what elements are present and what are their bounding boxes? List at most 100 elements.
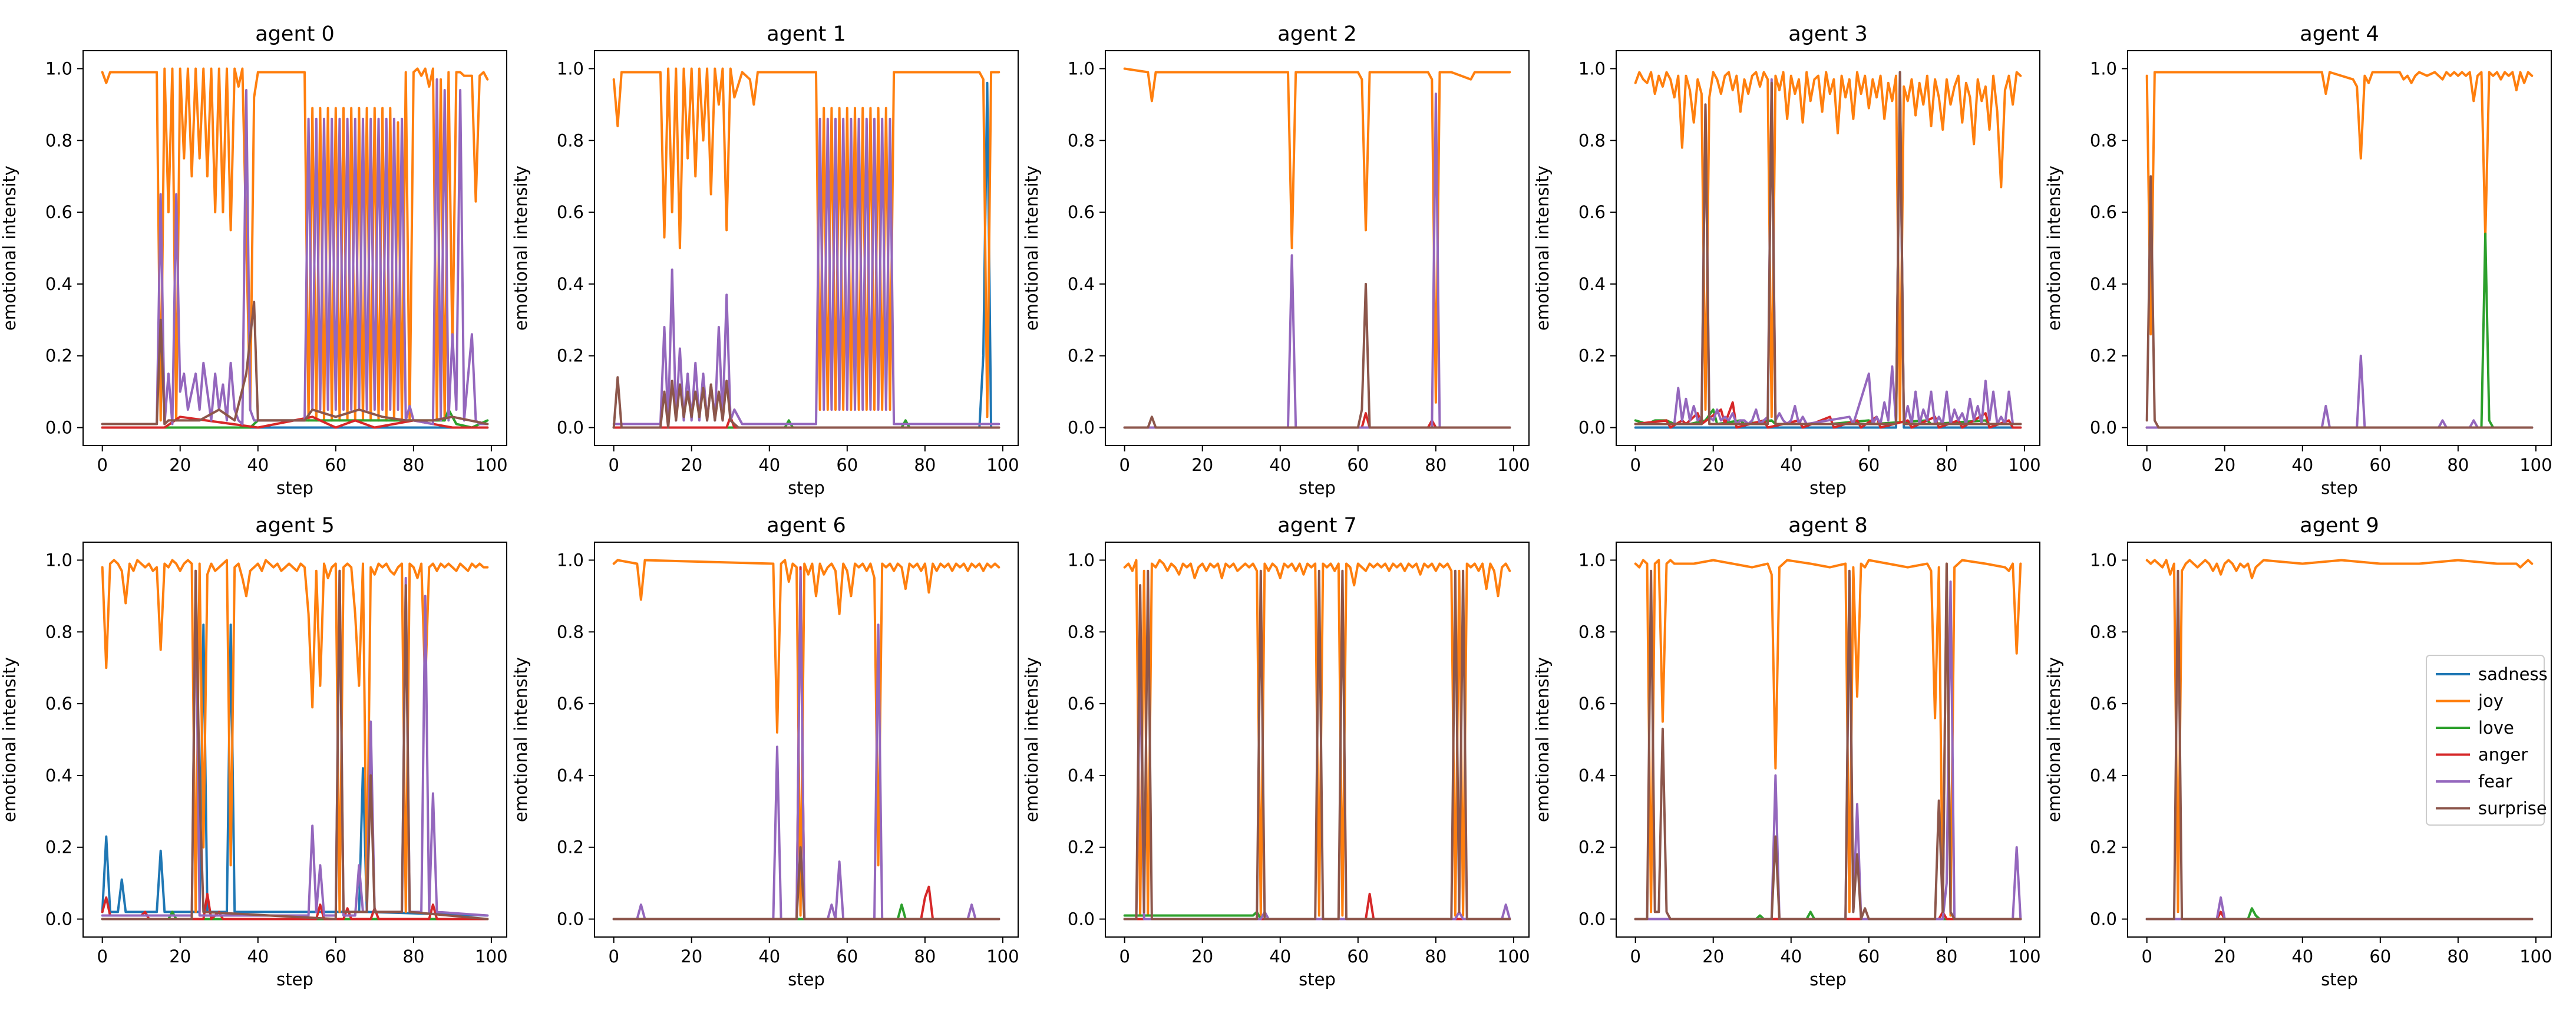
x-tick-label: 100 [986,455,1019,475]
y-axis-label: emotional intensity [511,166,531,331]
y-tick-label: 1.0 [557,58,584,78]
y-tick-label: 0.2 [1578,346,1606,366]
y-tick-label: 0.4 [1068,766,1095,786]
x-axis-label: step [788,969,825,989]
y-tick-label: 0.0 [2090,909,2117,929]
chart-panel-6: 0 20 40 60 80 100 0.0 0.2 0.4 0.6 0.8 1.0 agent 6 ste… [511,514,1019,989]
x-tick-label: 20 [681,946,702,966]
x-tick-label: 80 [914,946,936,966]
x-tick-label: 40 [247,455,269,475]
y-tick-label: 1.0 [2090,550,2117,570]
chart-panel-9: 0 20 40 60 80 100 0.0 0.2 0.4 0.6 0.8 1.0 agent 9 ste… [2044,514,2552,989]
y-tick-label: 1.0 [1578,58,1606,78]
chart-panel-0: 0 20 40 60 80 100 0.0 0.2 0.4 0.6 0.8 1.0 agent 0 ste… [0,22,508,498]
x-tick-label: 80 [2447,455,2469,475]
x-axis-label: step [1809,478,1847,498]
series-line-joy [2145,559,2534,913]
y-tick-label: 0.6 [2090,694,2117,714]
x-tick-label: 0 [97,946,107,966]
x-tick-label: 20 [1191,946,1213,966]
y-axis-label: emotional intensity [2044,166,2064,331]
y-axis-label: emotional intensity [2044,657,2064,822]
y-tick-label: 0.0 [557,418,584,438]
x-tick-label: 60 [1858,455,1880,475]
chart-panel-8: 0 20 40 60 80 100 0.0 0.2 0.4 0.6 0.8 1.0 agent 8 ste… [1533,514,2041,989]
y-tick-label: 0.0 [1578,418,1606,438]
x-tick-label: 60 [2369,946,2391,966]
x-tick-label: 60 [1347,946,1369,966]
series-line-surprise [612,376,1000,429]
y-tick-label: 0.0 [2090,418,2117,438]
series-group [612,559,1000,921]
legend-label-surprise: surprise [2478,799,2547,819]
y-tick-label: 0.4 [557,274,584,294]
panel-title: agent 7 [1277,514,1357,537]
y-tick-label: 1.0 [45,550,72,570]
y-tick-label: 0.4 [2090,274,2117,294]
x-tick-label: 100 [2519,946,2552,966]
y-tick-label: 1.0 [45,58,72,78]
series-line-love [612,903,1000,921]
x-axis-label: step [276,478,313,498]
y-tick-label: 0.2 [557,346,584,366]
series-line-joy [1634,71,2022,422]
x-tick-label: 20 [2214,946,2235,966]
series-line-surprise [612,846,1000,921]
y-tick-label: 0.8 [1068,622,1095,642]
y-axis-label: emotional intensity [511,657,531,822]
x-tick-label: 80 [914,455,936,475]
series-line-anger [1634,401,2022,429]
x-tick-label: 40 [1269,946,1291,966]
y-tick-label: 0.6 [2090,202,2117,222]
x-tick-label: 60 [1858,946,1880,966]
chart-panel-4: 0 20 40 60 80 100 0.0 0.2 0.4 0.6 0.8 1.0 agent 4 ste… [2044,22,2552,498]
x-tick-label: 0 [97,455,107,475]
x-tick-label: 0 [608,946,619,966]
y-tick-label: 0.2 [45,837,72,857]
y-tick-label: 1.0 [1068,550,1095,570]
x-tick-label: 60 [325,455,346,475]
x-axis-label: step [1809,969,1847,989]
axes-frame [1105,50,1530,446]
series-line-fear [101,78,489,425]
series-line-surprise [2145,569,2534,921]
x-tick-label: 40 [2291,946,2313,966]
y-axis-label: emotional intensity [0,166,19,331]
axes-frame [2127,50,2552,446]
x-tick-label: 80 [1425,946,1446,966]
series-line-love [2145,907,2534,921]
series-group [612,67,1000,429]
panel-title: agent 3 [1788,22,1868,46]
x-tick-label: 0 [2141,946,2152,966]
x-tick-label: 60 [836,946,858,966]
y-tick-label: 0.6 [45,202,72,222]
x-tick-label: 100 [475,455,507,475]
series-line-surprise [101,301,489,425]
series-line-fear [1123,93,1511,429]
y-tick-label: 0.8 [1578,622,1606,642]
series-line-sadness [1634,71,2022,429]
x-tick-label: 0 [1119,946,1130,966]
series-line-surprise [1634,562,2022,921]
x-tick-label: 60 [1347,455,1369,475]
series-group [101,559,489,921]
y-tick-label: 0.2 [45,346,72,366]
series-line-sadness [612,81,1000,429]
x-tick-label: 60 [325,946,346,966]
x-tick-label: 20 [1702,946,1724,966]
y-tick-label: 0.0 [45,909,72,929]
y-tick-label: 0.2 [2090,346,2117,366]
x-tick-label: 0 [1119,455,1130,475]
legend-label-joy: joy [2478,691,2504,711]
panel-title: agent 9 [2300,514,2379,537]
x-tick-label: 80 [402,455,424,475]
series-group [1123,559,1511,921]
chart-panel-1: 0 20 40 60 80 100 0.0 0.2 0.4 0.6 0.8 1.0 agent 1 ste… [511,22,1019,498]
series-line-anger [612,415,1000,429]
series-group [2145,71,2534,429]
legend-label-love: love [2478,718,2514,738]
series-line-anger [612,566,1000,921]
y-tick-label: 0.2 [1578,837,1606,857]
series-line-fear [2145,354,2534,429]
